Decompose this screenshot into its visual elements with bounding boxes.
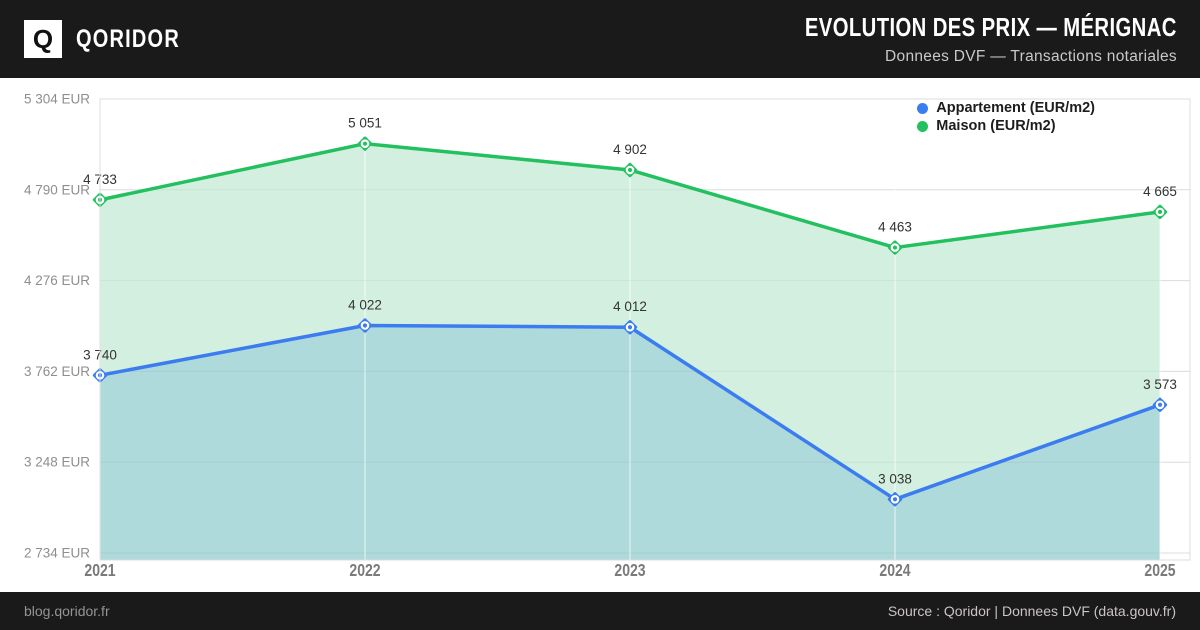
data-point-marker-maison: [1152, 204, 1168, 220]
data-point-marker-appartement: [622, 320, 638, 335]
data-point-label-appartement: 3 038: [878, 471, 912, 486]
logo-q-glyph: Q: [32, 24, 54, 54]
marker-diamond: [357, 318, 373, 333]
data-point-marker-appartement: [1152, 397, 1168, 412]
qoridor-logo: Q: [24, 20, 62, 58]
marker-diamond: [1152, 204, 1168, 220]
marker-diamond: [622, 162, 638, 178]
series-lines: [92, 136, 1168, 507]
chart-text: 5 304 EUR 4 790 EUR 4 276 EUR 3 762 EUR 3 24…: [24, 92, 1177, 581]
footer-source-credit: Source : Qoridor | Donnees DVF (data.gou…: [887, 603, 1176, 619]
marker-ring: [1155, 207, 1165, 217]
chart-legend: Appartement (EUR/m2) Maison (EUR/m2): [917, 100, 1095, 134]
data-point-label-maison: 4 902: [613, 142, 647, 157]
legend-item-appartement-eur-m[interactable]: Appartement (EUR/m2): [917, 100, 1095, 116]
x-axis-tick-label: 2025: [1144, 560, 1175, 580]
y-axis-tick-label: 3 248 EUR: [24, 455, 90, 470]
page-subtitle: Donnees DVF — Transactions notariales: [885, 48, 1177, 65]
header-bar: Q QORIDOR EVOLUTION DES PRIX — MÉRIGNAC …: [0, 0, 1200, 78]
data-point-label-maison: 5 051: [348, 116, 382, 131]
y-axis-tick-label: 2 734 EUR: [24, 546, 90, 561]
x-axis-tick-label: 2022: [349, 560, 380, 580]
y-axis-tick-label: 4 276 EUR: [24, 273, 90, 288]
x-axis-tick-label: 2023: [614, 560, 645, 580]
legend-item-label: Appartement (EUR/m2): [936, 100, 1095, 116]
marker-ring: [890, 494, 900, 504]
data-point-label-appartement: 3 573: [1143, 377, 1177, 392]
marker-diamond: [1152, 397, 1168, 412]
data-point-label-appartement: 4 022: [348, 297, 382, 312]
marker-ring: [360, 139, 370, 148]
marker-diamond: [357, 136, 373, 151]
marker-diamond: [887, 492, 903, 507]
data-point-marker-appartement: [357, 318, 373, 333]
data-point-marker-appartement: [887, 492, 903, 507]
legend-item-label: Maison (EUR/m2): [936, 118, 1056, 134]
x-axis-tick-label: 2021: [84, 560, 115, 580]
footer-site-url: blog.qoridor.fr: [24, 603, 110, 619]
data-point-label-maison: 4 665: [1143, 184, 1177, 199]
page-title: EVOLUTION DES PRIX — MÉRIGNAC: [805, 12, 1177, 42]
y-axis-tick-label: 3 762 EUR: [24, 364, 90, 379]
data-point-marker-maison: [887, 240, 903, 255]
price-evolution-line-chart: 5 304 EUR 4 790 EUR 4 276 EUR 3 762 EUR 3 24…: [24, 92, 1191, 581]
chart-area: Appartement (EUR/m2) Maison (EUR/m2) 5 30…: [0, 78, 1200, 592]
data-point-marker-maison: [357, 136, 373, 151]
marker-ring: [625, 322, 635, 332]
header-title-block: EVOLUTION DES PRIX — MÉRIGNAC Donnees DV…: [700, 12, 1177, 66]
data-point-label-maison: 4 463: [878, 220, 912, 235]
legend-color-dot: [917, 120, 929, 132]
legend-color-dot: [917, 102, 929, 114]
marker-diamond: [622, 320, 638, 335]
footer-bar: blog.qoridor.fr Source : Qoridor | Donne…: [0, 592, 1200, 630]
legend-item-maison-eur-m[interactable]: Maison (EUR/m2): [917, 118, 1095, 134]
marker-ring: [890, 243, 900, 252]
brand-name: QORIDOR: [76, 24, 180, 53]
marker-diamond: [887, 240, 903, 255]
data-point-label-appartement: 4 012: [613, 299, 647, 314]
y-axis-tick-label: 5 304 EUR: [24, 92, 90, 107]
x-axis-tick-label: 2024: [879, 560, 910, 580]
y-axis-tick-label: 4 790 EUR: [24, 182, 90, 197]
marker-ring: [1155, 400, 1165, 410]
plot-border: [99, 98, 1191, 561]
marker-ring: [360, 321, 370, 330]
data-point-marker-maison: [622, 162, 638, 178]
marker-ring: [625, 165, 635, 175]
